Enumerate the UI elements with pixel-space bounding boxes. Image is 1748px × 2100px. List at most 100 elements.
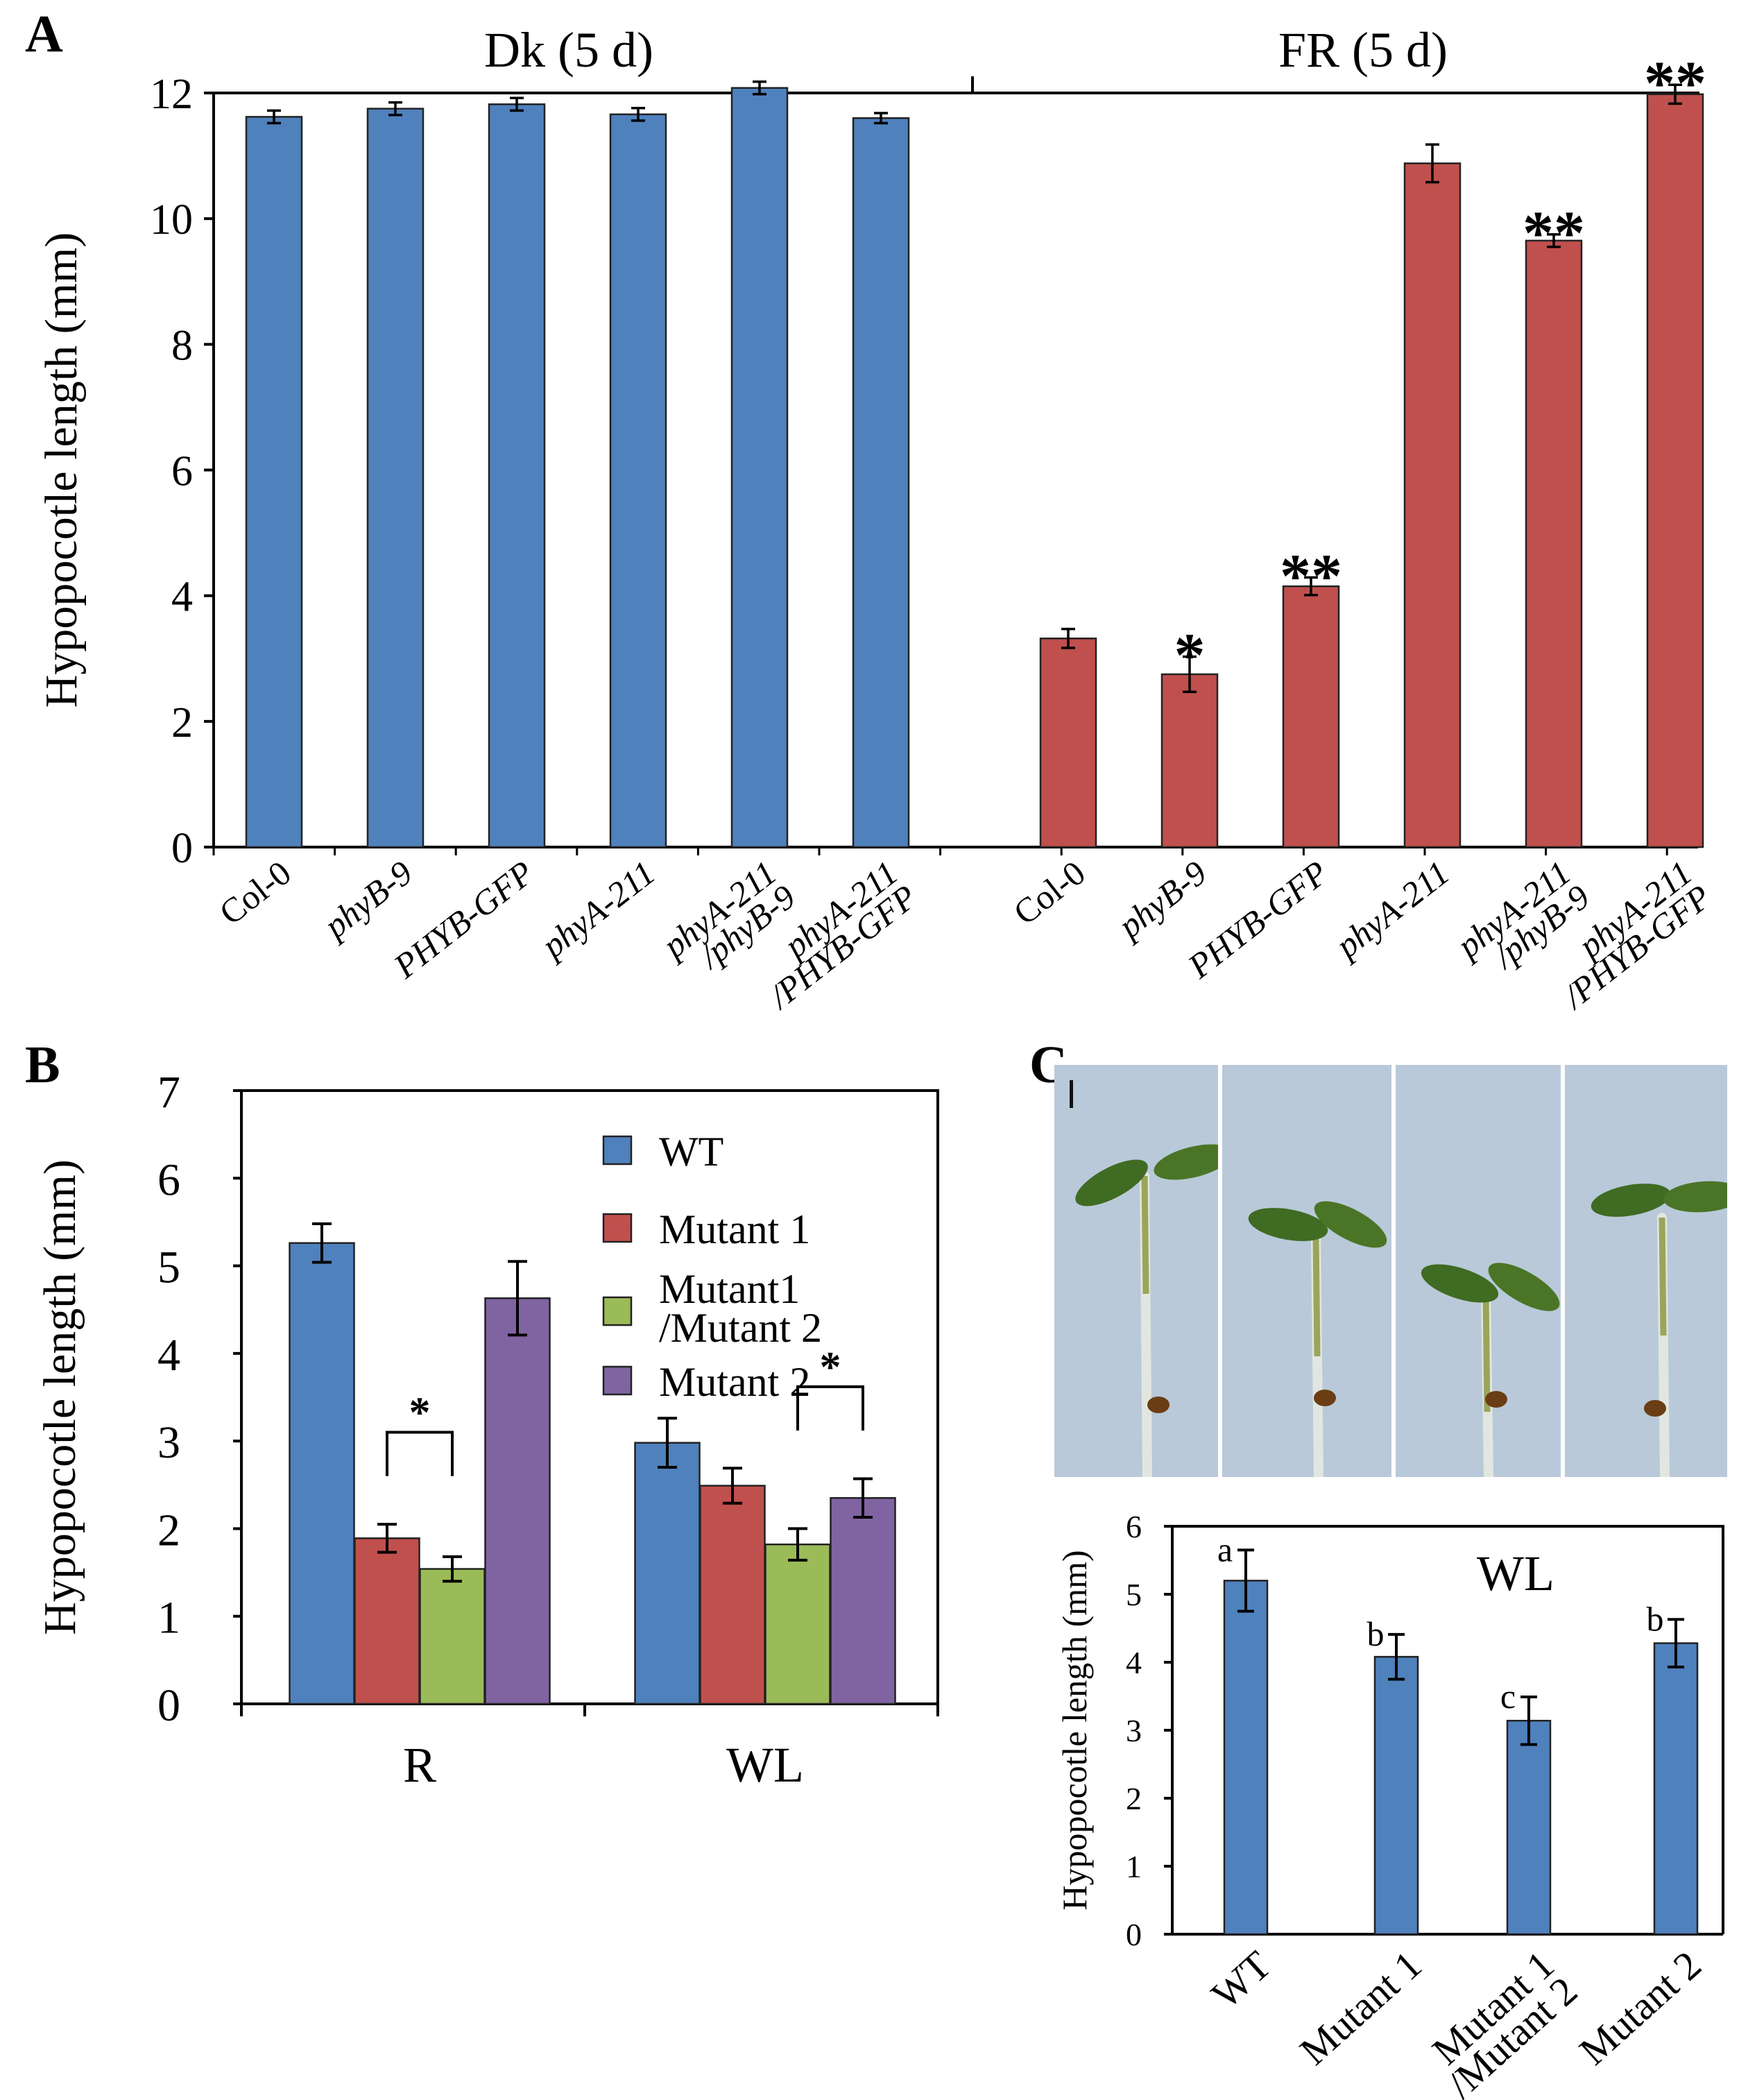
- panel-a-bar-dk-col-0: [245, 116, 303, 848]
- panel-b-frame: [241, 1089, 939, 1704]
- panel-b-bar-wl-mutant1-mutant-2: [764, 1543, 831, 1705]
- photo-background: [1565, 1065, 1727, 1477]
- panel-c-chart: 0 1 2 3 4 5 6 Hypopocotle length (mm) WL a WT b Muta…: [1055, 1509, 1724, 2100]
- panel-c-bar-mutant-1-mutant-2: [1506, 1720, 1552, 1936]
- panel-c-bar-mutant-1-letter: b: [1367, 1614, 1385, 1653]
- panel-a-y-tick-label: 4: [171, 574, 193, 621]
- panel-a-bar-fr-col-0-label: Col-0: [1006, 853, 1092, 932]
- panel-b-bar-r-mutant-1: [354, 1537, 420, 1705]
- cotyledon-right: [1154, 1144, 1218, 1180]
- panel-c-bar-mutant-2: [1653, 1642, 1699, 1936]
- panel-c-y-tick-label: 3: [1126, 1713, 1142, 1748]
- panel-a-bar-fr-phyb-gfp-significance: **: [1280, 542, 1342, 611]
- panel-b-y-tick-label: 2: [157, 1505, 180, 1555]
- panel-a-bar-dk-phyb-gfp-error-bar: [510, 96, 524, 112]
- panel-a-bar-dk-phya-211-label: phyA-211: [533, 853, 662, 966]
- panel-c-y-tick-label: 6: [1126, 1509, 1142, 1544]
- panel-c-bar-mutant-2-error-bar: [1668, 1618, 1684, 1668]
- panel-b-legend-label-wt: WT: [659, 1129, 723, 1175]
- panel-b-legend-swatch-mutant1-mutant-2: [602, 1296, 633, 1326]
- panel-b-legend-swatch-mutant-2: [602, 1365, 633, 1396]
- panel-b-bar-wl-mutant1-mutant-2-error-bar: [788, 1527, 807, 1562]
- panel-a-bar-fr-phyb-9-significance: *: [1174, 622, 1206, 690]
- panel-a-bar-fr-phyb-gfp: [1282, 585, 1340, 848]
- panel-b-legend-label-mutant-1: Mutant 1: [659, 1206, 810, 1252]
- panel-a-bar-dk-phyb-9-error-bar: [388, 101, 402, 117]
- panel-a-bar-dk-phya-211-phyb-gfp: [852, 117, 910, 848]
- cotyledon-left: [1591, 1184, 1671, 1217]
- panel-a-bar-fr-phya-211-phyb-9-significance: **: [1523, 199, 1585, 268]
- photo-background: [1054, 1065, 1218, 1477]
- panel-a-bar-dk-phyb-9: [366, 108, 425, 848]
- panel-b-bar-wl-mutant-2-error-bar: [853, 1477, 873, 1519]
- seed-coat: [1644, 1400, 1666, 1417]
- panel-b-y-tick-label: 7: [157, 1067, 180, 1118]
- hypocotyl-upper: [1482, 1293, 1491, 1412]
- panel-b-category-label-wl: WL: [726, 1737, 804, 1793]
- panel-c-bar-wt: [1223, 1580, 1269, 1936]
- panel-c-bar-wt-letter: a: [1217, 1530, 1233, 1569]
- panel-c-bar-mutant-1: [1373, 1655, 1419, 1936]
- scale-bar: [1070, 1080, 1073, 1108]
- panel-a-bar-dk-phyb-gfp: [488, 103, 546, 848]
- seed-coat: [1485, 1391, 1507, 1408]
- seedling-drawing: [1222, 1065, 1391, 1477]
- panel-a-bar-fr-phyb-gfp-error-bar: [1304, 576, 1318, 597]
- panel-c-y-tick-label: 0: [1126, 1917, 1142, 1952]
- panel-c-bar-wt-error-bar: [1237, 1548, 1254, 1613]
- panel-a-bar-fr-phyb-9: [1160, 673, 1219, 848]
- panel-b-bar-r-mutant-1-error-bar: [377, 1523, 397, 1554]
- panel-b-bar-r-mutant1-mutant-2: [419, 1568, 486, 1705]
- panel-a-bar-fr-phya-211-phyb-gfp-error-bar: [1668, 83, 1682, 105]
- panel-c-bar-mutant-2-letter: b: [1647, 1599, 1664, 1638]
- panel-a-group-title-fr-5-d: FR (5 d): [1278, 22, 1448, 78]
- panel-b-y-tick-label: 1: [157, 1593, 180, 1644]
- panel-a-bar-dk-col-0-error-bar: [267, 109, 281, 125]
- panel-c-bar-mutant-1-mutant-2-letter: c: [1500, 1677, 1516, 1716]
- photo-background: [1396, 1065, 1561, 1477]
- seed-coat: [1314, 1390, 1336, 1406]
- panel-b-bar-wl-mutant-1-error-bar: [723, 1467, 742, 1505]
- panel-b-bar-r-mutant1-mutant-2-error-bar: [443, 1555, 462, 1583]
- panel-c-bar-mutant-1-mutant-2-error-bar: [1520, 1695, 1537, 1746]
- panel-a-bar-dk-phya-211: [609, 113, 667, 848]
- panel-c-bar-mutant-1-label: Mutant 1: [1291, 1942, 1430, 2074]
- panel-c-y-tick-label: 4: [1126, 1645, 1142, 1680]
- panel-c-y-tick-label: 5: [1126, 1577, 1142, 1612]
- cotyledon-left: [1421, 1264, 1499, 1303]
- cotyledon-right: [1663, 1181, 1727, 1213]
- panel-b-bar-r-mutant-2: [484, 1297, 551, 1705]
- seedling-drawing: [1565, 1065, 1727, 1477]
- panel-c-y-tick-label: 1: [1126, 1849, 1142, 1884]
- panel-c-frame: [1172, 1525, 1724, 1934]
- panel-c-y-tick-label: 2: [1126, 1781, 1142, 1816]
- panel-b-bar-r-mutant-2-error-bar: [508, 1260, 527, 1337]
- panel-a-bar-fr-phya-211: [1403, 162, 1462, 848]
- panel-a-bar-dk-col-0-label: Col-0: [212, 853, 298, 932]
- panel-label-b: B: [25, 1036, 60, 1094]
- panel-a-bar-dk-phya-211-phyb-9: [730, 87, 789, 848]
- hypocotyl-upper: [1312, 1238, 1321, 1357]
- panel-b-bar-wl-mutant-2: [830, 1496, 896, 1705]
- panel-b-bar-r-wt: [289, 1242, 355, 1705]
- panel-c-bar-mutant-1-mutant-2-label: Mutant 1/Mutant 2: [1415, 1942, 1586, 2100]
- panel-a-bar-dk-phyb-9-label: phyB-9: [315, 853, 420, 947]
- panel-b-chart: 0 1 2 3 4 5 6 7 Hypopocotle length (mm) R WL * * WT Mu…: [35, 1067, 939, 1793]
- panel-b-significance-wl: *: [820, 1344, 841, 1391]
- panel-b-y-tick-label: 5: [157, 1243, 180, 1293]
- seedling-photo-wt: [1054, 1065, 1218, 1477]
- panel-a-bar-dk-phya-211-phyb-9-error-bar: [753, 80, 766, 96]
- panel-a-bar-fr-phya-211-label: phyA-211: [1327, 853, 1457, 966]
- panel-b-bar-wl-wt-error-bar: [658, 1417, 677, 1469]
- panel-a-bar-fr-phya-211-error-bar: [1425, 143, 1439, 184]
- seedling-drawing: [1054, 1065, 1218, 1477]
- panel-b-y-tick-label: 0: [157, 1680, 180, 1731]
- panel-c-title: WL: [1477, 1546, 1554, 1601]
- panel-b-bracket-wl: [796, 1385, 864, 1431]
- panel-label-a: A: [25, 5, 63, 63]
- cotyledon-left: [1075, 1159, 1148, 1206]
- seed-coat: [1147, 1397, 1169, 1413]
- panel-c-bar-mutant-1-error-bar: [1388, 1632, 1405, 1681]
- hypocotyl-upper: [1141, 1175, 1149, 1295]
